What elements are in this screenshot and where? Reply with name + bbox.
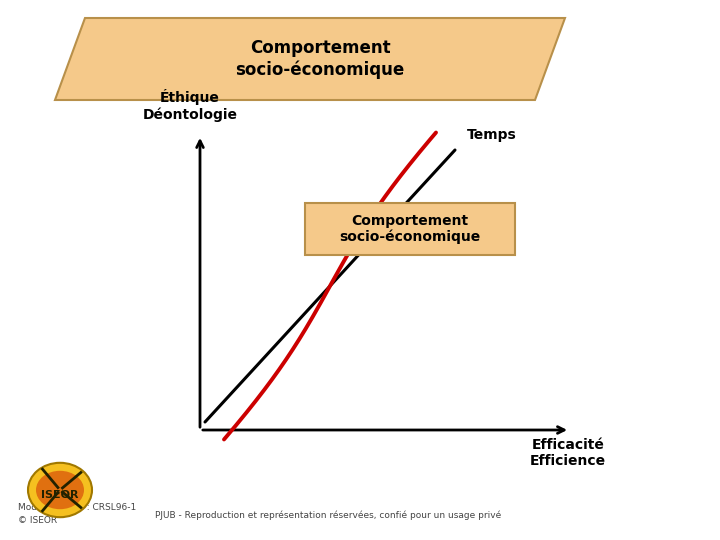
Ellipse shape: [36, 471, 84, 509]
Text: PJUB - Reproduction et représentation réservées, confié pour un usage privé: PJUB - Reproduction et représentation ré…: [155, 510, 501, 520]
Text: © ISEOR: © ISEOR: [18, 516, 57, 525]
Text: Comportement
socio-économique: Comportement socio-économique: [339, 214, 481, 245]
Polygon shape: [55, 18, 565, 100]
Ellipse shape: [28, 463, 92, 517]
Text: ISEOR: ISEOR: [41, 490, 78, 500]
Text: Éthique
Déontologie: Éthique Déontologie: [143, 89, 238, 122]
Text: Temps: Temps: [467, 128, 517, 142]
FancyBboxPatch shape: [305, 203, 515, 255]
Text: Efficacité
Efficience: Efficacité Efficience: [530, 438, 606, 468]
Text: Comportement
socio-économique: Comportement socio-économique: [235, 39, 405, 79]
Text: Module source : CRSL96-1: Module source : CRSL96-1: [18, 503, 136, 512]
